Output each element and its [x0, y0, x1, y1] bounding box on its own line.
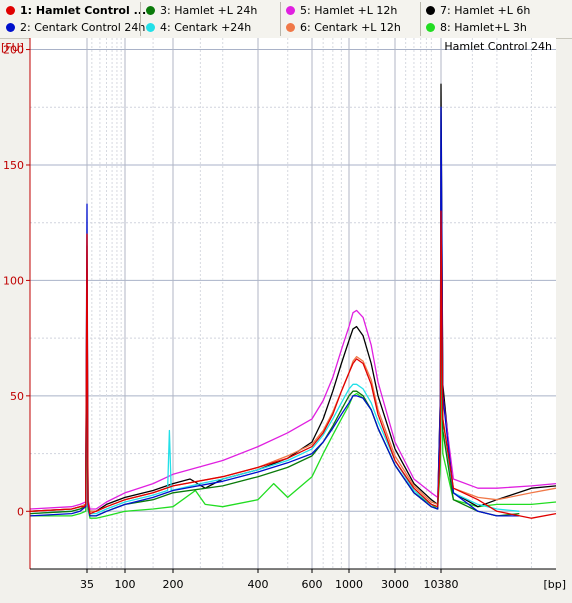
legend-label: 8: Hamlet+L 3h	[440, 21, 527, 34]
axes: 0 50 100 150 200 35 100 200 400 600 1000 3000 10380 […	[1, 38, 566, 591]
x-tick-label: 10380	[424, 578, 459, 591]
legend-label: 7: Hamlet +L 6h	[440, 4, 531, 17]
x-axis-label: [bp]	[543, 578, 566, 591]
legend-label: 3: Hamlet +L 24h	[160, 4, 258, 17]
legend-dot-icon	[426, 23, 435, 32]
legend-item-2[interactable]: 2: Centark Control 24h	[6, 19, 145, 36]
y-tick-label: 200	[3, 44, 24, 57]
chart-title: Hamlet Control 24h	[444, 40, 552, 53]
legend-label: 4: Centark +24h	[160, 21, 252, 34]
x-tick-label: 600	[302, 578, 323, 591]
x-tick-label: 100	[115, 578, 136, 591]
legend-separator	[280, 2, 281, 36]
y-tick-label: 0	[17, 505, 24, 518]
electropherogram-chart: 0 50 100 150 200 35 100 200 400 600 1000 3000 10380 […	[1, 38, 566, 591]
legend-label: 1: Hamlet Control ...	[20, 4, 147, 17]
legend-dot-icon	[286, 23, 295, 32]
legend-item-4[interactable]: 4: Centark +24h	[146, 19, 251, 36]
y-axis-label: [FU]	[1, 41, 24, 54]
series-line-1	[29, 210, 557, 519]
legend-dot-icon	[426, 6, 435, 15]
y-tick-label: 150	[3, 159, 24, 172]
legend-item-1[interactable]: 1: Hamlet Control ...	[6, 2, 146, 19]
legend-item-3[interactable]: 3: Hamlet +L 24h	[146, 2, 257, 19]
y-tick-label: 50	[10, 390, 24, 403]
legend-item-7[interactable]: 7: Hamlet +L 6h	[426, 2, 530, 19]
legend-label: 6: Centark +L 12h	[300, 21, 401, 34]
legend-label: 2: Centark Control 24h	[20, 21, 146, 34]
plot-area	[30, 38, 556, 569]
legend-item-6[interactable]: 6: Centark +L 12h	[286, 19, 401, 36]
legend-dot-icon	[6, 6, 15, 15]
legend-label: 5: Hamlet +L 12h	[300, 4, 398, 17]
grid	[30, 38, 556, 569]
legend-item-8[interactable]: 8: Hamlet+L 3h	[426, 19, 527, 36]
legend-item-5[interactable]: 5: Hamlet +L 12h	[286, 2, 397, 19]
legend-dot-icon	[286, 6, 295, 15]
y-tick-label: 100	[3, 274, 24, 287]
legend-dot-icon	[6, 23, 15, 32]
plot-background	[30, 38, 556, 569]
legend-separator	[420, 2, 421, 36]
x-tick-label: 3000	[381, 578, 409, 591]
legend-dot-icon	[146, 6, 155, 15]
x-tick-label: 1000	[335, 578, 363, 591]
series-layer	[29, 83, 557, 519]
legend-dot-icon	[146, 23, 155, 32]
legend: 1: Hamlet Control ... 2: Centark Control …	[0, 0, 572, 39]
x-tick-label: 400	[248, 578, 269, 591]
x-tick-label: 200	[163, 578, 184, 591]
legend-separator	[140, 2, 141, 36]
x-tick-label: 35	[80, 578, 94, 591]
